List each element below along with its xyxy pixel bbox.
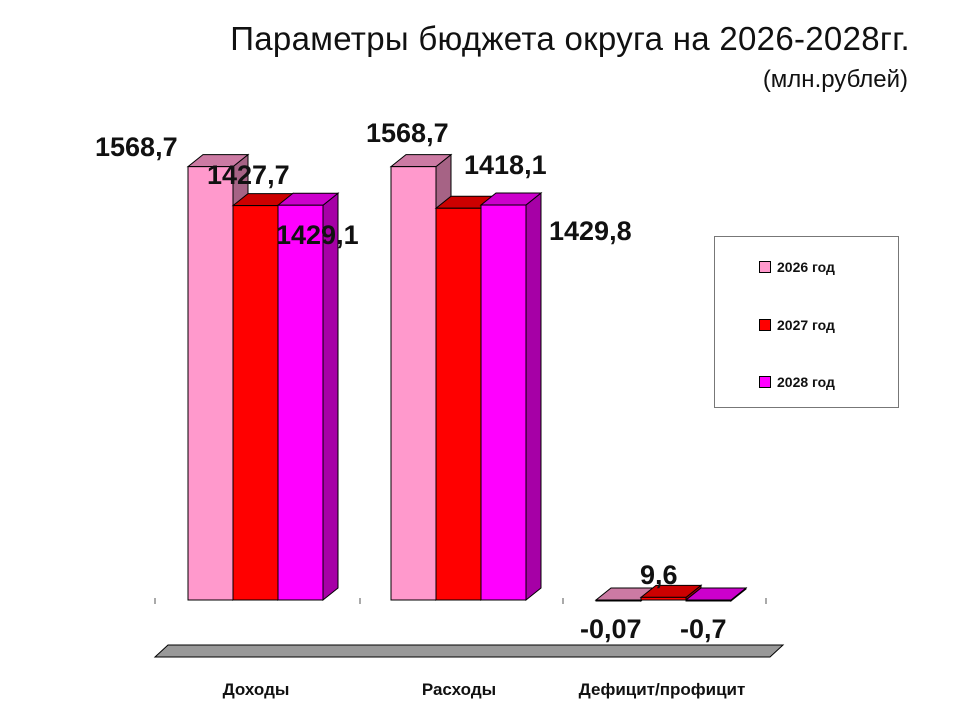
data-label: 1429,8 xyxy=(549,216,632,246)
legend-label-1: 2026 год xyxy=(777,259,835,275)
data-label: 1427,7 xyxy=(207,160,290,190)
bar-front xyxy=(277,204,324,601)
bar xyxy=(639,584,703,602)
category-label: Доходы xyxy=(223,680,290,699)
data-label: 9,6 xyxy=(640,560,678,590)
bar-front xyxy=(685,599,732,602)
bar xyxy=(276,192,340,602)
category-label: Дефицит/профицит xyxy=(579,680,746,699)
chart-title: Параметры бюджета округа на 2026-2028гг. xyxy=(230,20,910,57)
bar-front xyxy=(390,166,437,601)
legend-item-2: 2027 год xyxy=(759,317,835,333)
bar-front xyxy=(232,205,279,601)
bar-front xyxy=(435,207,482,601)
data-label: -0,7 xyxy=(680,614,727,644)
data-label: 1568,7 xyxy=(95,132,178,162)
bar-front xyxy=(480,204,527,601)
legend-item-1: 2026 год xyxy=(759,259,835,275)
legend-swatch-1 xyxy=(759,261,771,273)
chart-legend: 2026 год 2027 год 2028 год xyxy=(714,236,899,408)
floor-slab xyxy=(153,644,785,658)
bar xyxy=(684,586,748,603)
legend-swatch-3 xyxy=(759,376,771,388)
data-label: -0,07 xyxy=(580,614,642,644)
chart-floor xyxy=(153,598,785,658)
chart-bars xyxy=(186,153,748,603)
category-label: Расходы xyxy=(422,680,496,699)
bar-front xyxy=(640,596,687,601)
data-label: 1418,1 xyxy=(464,150,547,180)
legend-swatch-2 xyxy=(759,319,771,331)
chart-data-labels: 1568,7 1427,7 1429,1 1568,7 1418,1 1429,8 -0,0… xyxy=(95,118,727,644)
bar-side xyxy=(525,191,542,602)
bar-side xyxy=(322,192,339,602)
bar-front xyxy=(595,599,642,602)
legend-item-3: 2028 год xyxy=(759,374,835,390)
data-label: 1429,1 xyxy=(276,220,359,250)
legend-label-2: 2027 год xyxy=(777,317,835,333)
legend-label-3: 2028 год xyxy=(777,374,835,390)
data-label: 1568,7 xyxy=(366,118,449,148)
bar xyxy=(479,191,543,602)
chart-subtitle: (млн.рублей) xyxy=(762,66,908,93)
chart-category-labels: Доходы Расходы Дефицит/профицит xyxy=(223,680,746,699)
bar-front xyxy=(187,166,234,601)
